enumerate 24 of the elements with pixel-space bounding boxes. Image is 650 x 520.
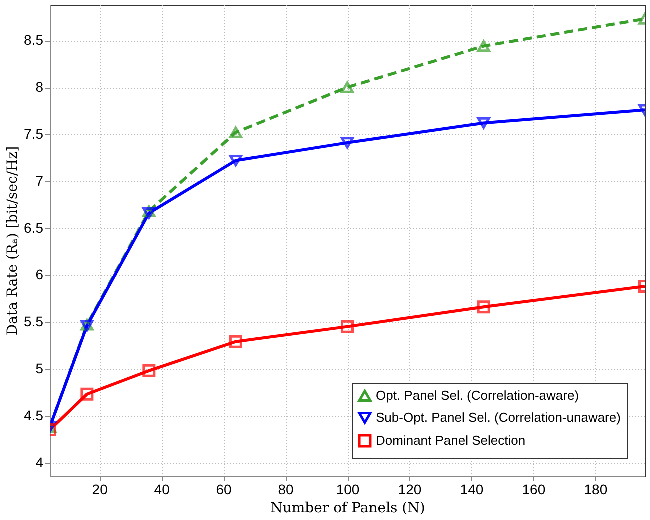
x-tick-label: 120 bbox=[398, 482, 422, 498]
y-tick-label: 4.5 bbox=[24, 407, 44, 424]
x-tick-label: 60 bbox=[216, 482, 232, 498]
x-tick-label: 20 bbox=[92, 482, 108, 498]
y-tick-label: 6 bbox=[36, 266, 44, 283]
y-tick-label: 5.5 bbox=[24, 314, 44, 330]
x-tick-label: 100 bbox=[336, 482, 360, 498]
x-tick-label: 180 bbox=[584, 482, 608, 498]
y-tick-label: 7.5 bbox=[24, 126, 44, 142]
legend-label: Opt. Panel Sel. (Correlation-aware) bbox=[376, 388, 580, 403]
x-tick-label: 160 bbox=[522, 482, 546, 498]
x-tick-label: 40 bbox=[154, 482, 170, 498]
y-tick-label: 6.5 bbox=[24, 220, 44, 236]
legend-label: Sub-Opt. Panel Sel. (Correlation-unaware) bbox=[376, 410, 621, 425]
x-tick-label: 80 bbox=[278, 482, 294, 498]
y-tick-label: 5 bbox=[36, 360, 44, 377]
y-axis-title: Data Rate (Rₐ) [bit/sec/Hz] bbox=[5, 146, 22, 336]
legend-label: Dominant Panel Selection bbox=[376, 433, 526, 448]
x-axis-title: Number of Panels (N) bbox=[270, 500, 426, 516]
y-tick-label: 8.5 bbox=[24, 32, 44, 48]
y-tick-label: 4 bbox=[36, 454, 44, 470]
y-tick-label: 8 bbox=[36, 79, 44, 96]
x-tick-label: 140 bbox=[460, 482, 484, 498]
y-tick-label: 7 bbox=[36, 172, 44, 189]
